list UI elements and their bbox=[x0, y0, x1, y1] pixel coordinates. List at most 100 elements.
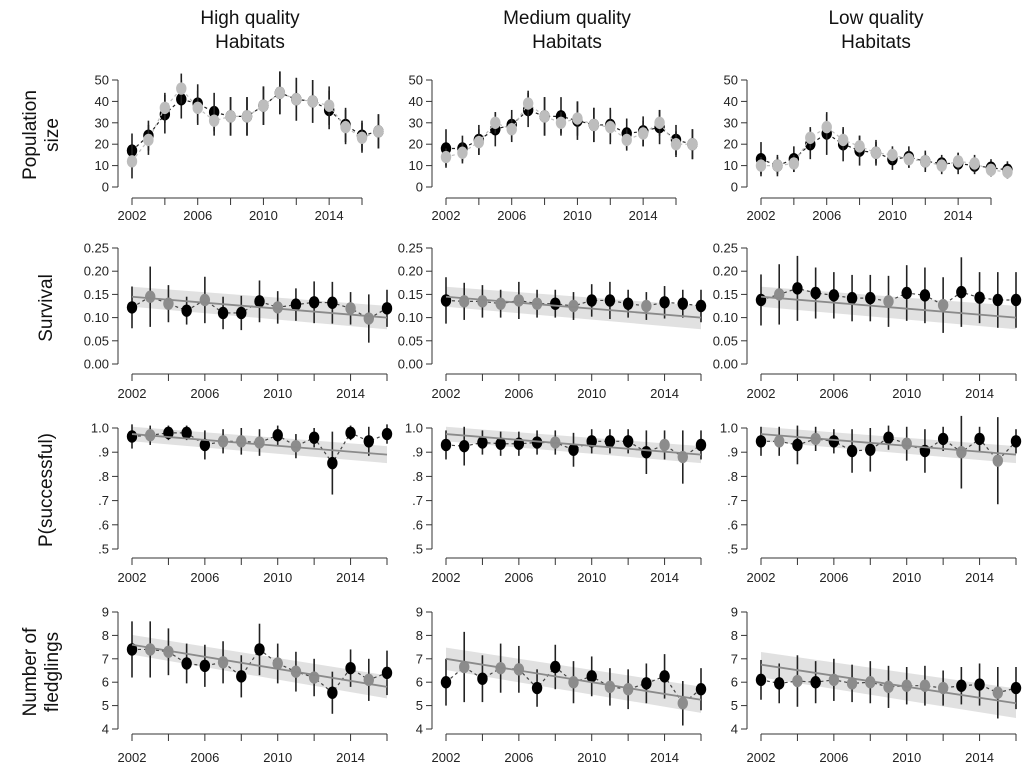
estimate-point bbox=[865, 676, 876, 689]
x-tick-label: 2002 bbox=[747, 750, 776, 765]
x-tick-label: 2014 bbox=[650, 570, 679, 585]
x-tick-label: 2006 bbox=[183, 208, 212, 223]
series-gray-point bbox=[854, 140, 865, 153]
column-title-line: Habitats bbox=[215, 32, 285, 53]
column-title-line: Medium quality bbox=[503, 8, 631, 29]
estimate-point bbox=[901, 679, 912, 692]
y-tick-label: .8 bbox=[412, 469, 423, 484]
y-tick-label: 0.15 bbox=[398, 287, 423, 302]
y-tick-label: 30 bbox=[409, 115, 423, 130]
row-label-line: Survival bbox=[36, 274, 57, 342]
series-gray-point bbox=[621, 133, 632, 147]
panel-fledglings-high: 4 5 6 7 8 9 2002 2006 2010 2014 bbox=[102, 605, 393, 765]
x-tick-label: 2010 bbox=[577, 750, 606, 765]
column-title-line: Habitats bbox=[841, 32, 911, 53]
row-label-line: fledglings bbox=[42, 632, 63, 712]
series-gray-point bbox=[821, 120, 832, 134]
estimate-point bbox=[459, 439, 470, 453]
estimate-point bbox=[126, 643, 138, 656]
y-tick-label: .7 bbox=[412, 493, 423, 508]
estimate-point bbox=[181, 426, 192, 440]
y-tick-label: .7 bbox=[98, 493, 109, 508]
estimate-connector bbox=[131, 432, 388, 465]
estimate-point bbox=[477, 672, 488, 685]
estimate-point bbox=[604, 294, 616, 307]
series-gray-point bbox=[457, 146, 468, 159]
estimate-point bbox=[126, 430, 138, 443]
estimate-point bbox=[677, 697, 688, 710]
y-tick-label: 0.15 bbox=[84, 287, 109, 302]
estimate-point bbox=[937, 298, 949, 312]
estimate-point bbox=[937, 432, 949, 446]
series-gray-point bbox=[920, 155, 931, 168]
y-tick-label: 6 bbox=[731, 675, 738, 690]
series-gray-point bbox=[506, 123, 517, 136]
y-tick-label: 4 bbox=[102, 722, 109, 737]
estimate-point bbox=[440, 438, 452, 452]
y-tick-label: 8 bbox=[731, 628, 738, 643]
x-tick-label: 2014 bbox=[336, 750, 365, 765]
series-gray-point bbox=[1002, 165, 1013, 179]
estimate-point bbox=[531, 681, 543, 695]
x-tick-label: 2014 bbox=[965, 750, 994, 765]
estimate-point bbox=[865, 443, 876, 456]
y-tick-label: 0.20 bbox=[84, 264, 109, 279]
row-label-line: P(successful) bbox=[36, 433, 57, 547]
series-gray-point bbox=[788, 157, 800, 170]
x-tick-label: 2002 bbox=[118, 208, 147, 223]
y-tick-label: 0.05 bbox=[398, 333, 423, 348]
series-gray-point bbox=[555, 116, 567, 129]
y-tick-label: .6 bbox=[98, 517, 109, 532]
x-tick-label: 2002 bbox=[747, 386, 776, 401]
estimate-point bbox=[774, 677, 785, 690]
row-label-line: Population bbox=[20, 90, 41, 180]
x-tick-label: 2014 bbox=[965, 386, 994, 401]
y-tick-label: 0.10 bbox=[398, 310, 423, 325]
estimate-point bbox=[363, 435, 374, 448]
panel-fledglings-medium: 4 5 6 7 8 9 2002 2006 2010 2014 bbox=[416, 605, 707, 765]
estimate-point bbox=[495, 297, 506, 310]
estimate-point bbox=[604, 435, 616, 448]
estimate-point bbox=[199, 438, 211, 452]
x-tick-label: 2006 bbox=[812, 208, 841, 223]
estimate-point bbox=[308, 296, 320, 309]
y-tick-label: 6 bbox=[102, 675, 109, 690]
estimate-point bbox=[677, 297, 688, 310]
series-gray-point bbox=[159, 101, 171, 115]
estimate-point bbox=[974, 432, 985, 446]
x-tick-label: 2010 bbox=[263, 750, 292, 765]
estimate-point bbox=[345, 661, 356, 675]
series-black-connector bbox=[760, 132, 1008, 171]
estimate-point bbox=[974, 291, 985, 304]
y-tick-label: 20 bbox=[409, 137, 423, 152]
y-tick-label: .9 bbox=[412, 445, 423, 460]
panel-population-low: 0 10 20 30 40 50 2002 2006 2010 2014 bbox=[724, 73, 1013, 223]
estimate-point bbox=[126, 301, 138, 314]
x-tick-label: 2014 bbox=[315, 208, 344, 223]
estimate-point bbox=[272, 657, 283, 670]
y-tick-label: 5 bbox=[731, 698, 738, 713]
estimate-point bbox=[513, 294, 525, 307]
row-label-fledglings: Number of fledglings bbox=[20, 627, 63, 716]
estimate-point bbox=[755, 293, 767, 307]
estimate-point bbox=[695, 299, 707, 313]
row-label-survival: Survival bbox=[36, 274, 57, 342]
estimate-point bbox=[755, 673, 767, 687]
y-tick-label: 7 bbox=[102, 651, 109, 666]
x-tick-label: 2006 bbox=[190, 386, 219, 401]
x-tick-label: 2010 bbox=[878, 208, 907, 223]
x-tick-label: 2010 bbox=[892, 750, 921, 765]
estimate-point bbox=[181, 657, 192, 670]
trend-line bbox=[760, 663, 1017, 705]
row-label-line: Number of bbox=[20, 627, 41, 716]
estimate-connector bbox=[445, 440, 702, 458]
panel-survival-high: 0.00 0.05 0.10 0.15 0.20 0.25 2002 2006 2010 2014 bbox=[84, 241, 393, 401]
series-gray-point bbox=[307, 95, 318, 108]
estimate-point bbox=[308, 431, 320, 444]
panel-population-medium: 0 10 20 30 40 50 2002 2006 2010 2014 bbox=[409, 73, 698, 223]
y-tick-label: 10 bbox=[724, 158, 738, 173]
estimate-point bbox=[919, 289, 931, 302]
trend-line bbox=[445, 295, 702, 319]
y-tick-label: .9 bbox=[727, 445, 738, 460]
